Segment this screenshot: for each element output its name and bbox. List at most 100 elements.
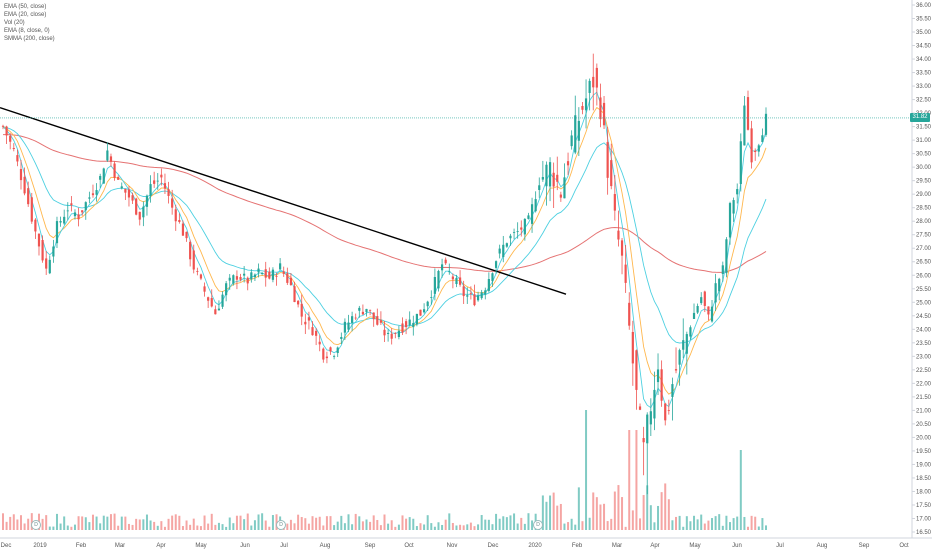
candle-body: [73, 212, 77, 217]
candle-body: [599, 97, 602, 120]
volume-bar: [747, 526, 750, 530]
volume-bar: [667, 499, 670, 530]
candle-body: [581, 106, 584, 110]
candle-body: [476, 295, 480, 301]
candle-body: [383, 329, 386, 336]
dividend-flag-icon[interactable]: D: [31, 520, 41, 530]
candle-body: [520, 227, 523, 230]
candle-body: [48, 259, 51, 274]
volume-bar: [268, 526, 271, 530]
candle-body: [401, 323, 404, 333]
candle-body: [160, 174, 163, 178]
candle-body: [757, 145, 760, 152]
candle-body: [660, 369, 663, 401]
legend-ema50[interactable]: EMA (50, close): [4, 4, 47, 10]
candle-body: [700, 297, 703, 304]
candle-body: [721, 265, 724, 275]
volume-bar: [581, 521, 584, 530]
candle-body: [9, 135, 12, 142]
candle-body: [631, 331, 634, 364]
dividend-flag-icon[interactable]: D: [276, 520, 286, 530]
volume-bar: [214, 524, 217, 530]
volume-bar: [628, 430, 631, 530]
volume-bar: [318, 516, 321, 530]
y-tick-label: 20.50: [916, 422, 932, 428]
legend-smma200[interactable]: SMMA (200, close): [4, 36, 55, 42]
candle-body: [34, 219, 37, 232]
volume-bar: [685, 516, 688, 530]
x-tick-label: May: [195, 543, 206, 549]
candle-body: [99, 176, 102, 180]
y-tick-label: 30.00: [916, 165, 932, 171]
candle-body: [656, 369, 660, 383]
volume-bar: [340, 515, 343, 530]
volume-bar: [394, 526, 397, 530]
candle-body: [145, 195, 149, 207]
candle-body: [228, 277, 231, 281]
candle-body: [185, 231, 188, 239]
candle-body: [253, 274, 257, 278]
volume-bar: [577, 487, 580, 530]
last-price-tag: 31.82: [910, 113, 930, 123]
y-tick-label: 28.00: [916, 219, 932, 225]
volume-bar: [23, 523, 26, 530]
candle-body: [552, 172, 555, 187]
volume-bar: [495, 513, 498, 530]
volume-bar: [207, 523, 210, 530]
volume-bar: [138, 519, 141, 530]
candle-body: [293, 286, 296, 303]
y-tick-label: 19.50: [916, 449, 932, 455]
volume-bar: [725, 515, 728, 530]
candle-body: [570, 135, 573, 147]
volume-bar: [253, 520, 256, 530]
volume-bar: [516, 523, 519, 530]
volume-bar: [329, 516, 332, 530]
volume-bar: [541, 495, 544, 530]
legend-ema20[interactable]: EMA (20, close): [4, 12, 47, 18]
legend-volume[interactable]: Vol (20): [4, 20, 25, 26]
candle-body: [167, 189, 170, 196]
candle-body: [304, 321, 307, 325]
volume-bar: [469, 522, 472, 530]
candle-body: [419, 309, 422, 316]
candle-body: [12, 147, 15, 150]
volume-bar: [45, 515, 48, 530]
candle-body: [646, 414, 649, 444]
smma200-line: [3, 134, 767, 273]
candle-body: [610, 160, 613, 187]
legend-ema8[interactable]: EMA (8, close, 0): [4, 28, 50, 34]
x-tick-label: Nov: [447, 543, 458, 549]
y-tick-label: 34.50: [916, 44, 932, 50]
candle-body: [642, 438, 645, 443]
x-tick-label: Feb: [76, 543, 87, 549]
volume-bar: [426, 515, 429, 530]
volume-bar: [707, 520, 710, 530]
volume-bar: [217, 522, 220, 530]
candle-body: [444, 259, 447, 264]
candle-body: [430, 297, 433, 298]
candle-body: [606, 142, 609, 178]
candle-body: [415, 313, 418, 325]
candle-body: [354, 317, 357, 319]
candle-body: [548, 162, 552, 187]
volume-bar: [473, 526, 476, 530]
volume-bar: [19, 515, 22, 530]
candle-body: [369, 309, 372, 311]
dividend-flag-icon[interactable]: D: [533, 520, 543, 530]
x-tick-label: Jun: [240, 543, 250, 549]
y-tick-label: 18.00: [916, 489, 932, 495]
volume-bar: [59, 523, 62, 530]
candle-body: [282, 271, 285, 274]
volume-bar: [243, 519, 246, 530]
volume-bar: [9, 516, 12, 530]
candle-body: [624, 264, 627, 283]
volume-bar: [466, 524, 469, 530]
volume-bar: [552, 492, 555, 530]
candle-body: [628, 302, 631, 326]
candle-body: [494, 261, 498, 268]
volume-bar: [261, 513, 264, 530]
y-tick-label: 30.50: [916, 152, 932, 158]
x-tick-label: May: [689, 543, 700, 549]
